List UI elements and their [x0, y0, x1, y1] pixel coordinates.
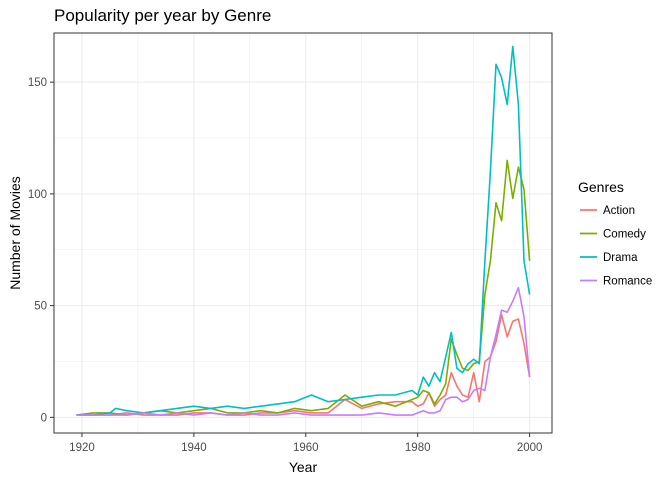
x-tick-label: 2000 — [517, 442, 543, 454]
series-lines — [76, 45, 531, 416]
series-line-drama — [76, 45, 531, 416]
x-tick-label: 1960 — [293, 442, 319, 454]
plot-panel — [54, 33, 552, 433]
y-tick-label: 100 — [28, 189, 47, 201]
series-line-comedy — [76, 159, 531, 416]
legend-label-action: Action — [603, 205, 635, 217]
y-axis-ticks: 0 50 100 150 — [28, 77, 54, 424]
x-tick-label: 1980 — [405, 442, 431, 454]
grid-lines — [54, 33, 552, 433]
legend-label-romance: Romance — [603, 276, 652, 288]
series-line-romance — [76, 286, 531, 416]
x-axis-title: Year — [289, 459, 318, 475]
plot-border — [53, 32, 553, 434]
y-tick-label: 0 — [41, 412, 47, 424]
x-tick-label: 1920 — [69, 442, 95, 454]
legend-label-drama: Drama — [603, 252, 638, 264]
legend-label-comedy: Comedy — [603, 229, 646, 241]
y-tick-label: 150 — [28, 77, 47, 89]
y-tick-label: 50 — [34, 301, 47, 313]
y-axis-title: Number of Movies — [7, 176, 23, 290]
legend-title: Genres — [578, 179, 624, 195]
x-tick-label: 1940 — [181, 442, 207, 454]
x-axis-ticks: 1920 1940 1960 1980 2000 — [69, 433, 542, 454]
legend: Genres Action Comedy Drama Romance — [578, 179, 652, 288]
chart-title: Popularity per year by Genre — [54, 6, 272, 25]
